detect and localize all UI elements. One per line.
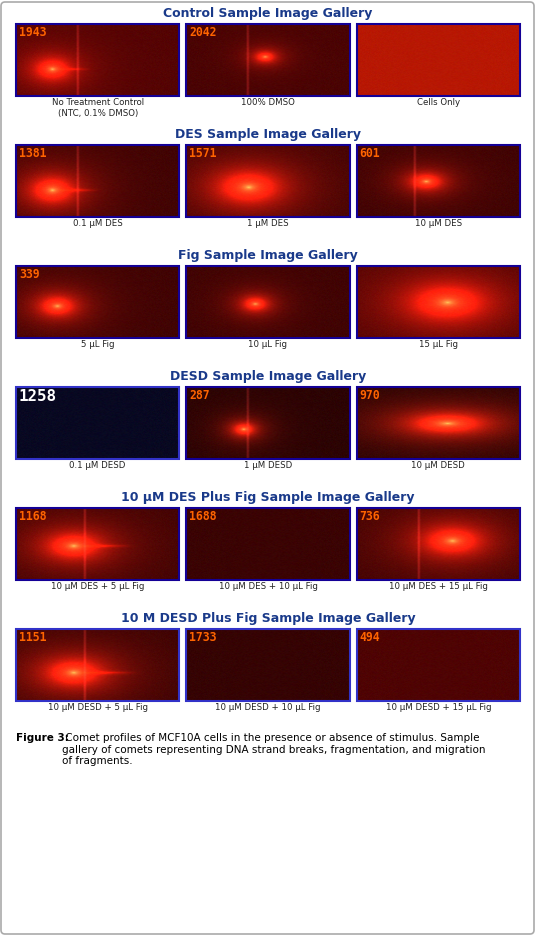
Text: 10 μM DES + 15 μL Fig: 10 μM DES + 15 μL Fig — [389, 582, 488, 591]
Text: 1381: 1381 — [19, 147, 47, 160]
Text: Figure 3:: Figure 3: — [16, 733, 69, 743]
Bar — [356, 387, 520, 459]
Text: 10 μM DESD + 15 μL Fig: 10 μM DESD + 15 μL Fig — [385, 703, 491, 712]
Bar — [16, 145, 180, 217]
Text: Cells Only: Cells Only — [417, 98, 460, 107]
Text: 1571: 1571 — [189, 147, 217, 160]
Text: 10 μM DES Plus Fig Sample Image Gallery: 10 μM DES Plus Fig Sample Image Gallery — [121, 491, 415, 504]
Text: 1733: 1733 — [189, 631, 217, 644]
Text: 5 μL Fig: 5 μL Fig — [81, 340, 114, 349]
Text: Fig Sample Image Gallery: Fig Sample Image Gallery — [178, 249, 358, 262]
Text: 10 M DESD Plus Fig Sample Image Gallery: 10 M DESD Plus Fig Sample Image Gallery — [121, 612, 415, 625]
Bar — [187, 387, 349, 459]
Text: 0.1 μM DES: 0.1 μM DES — [73, 219, 123, 228]
Bar — [356, 145, 520, 217]
Bar — [187, 266, 349, 338]
Text: 10 μM DESD: 10 μM DESD — [412, 461, 465, 470]
Text: DES Sample Image Gallery: DES Sample Image Gallery — [175, 128, 361, 141]
Text: No Treatment Control
(NTC, 0.1% DMSO): No Treatment Control (NTC, 0.1% DMSO) — [51, 98, 144, 118]
Bar — [187, 145, 349, 217]
Text: 1688: 1688 — [189, 510, 217, 523]
Text: DESD Sample Image Gallery: DESD Sample Image Gallery — [170, 370, 366, 383]
Text: 1943: 1943 — [19, 26, 47, 39]
Bar — [16, 24, 180, 96]
Text: 1168: 1168 — [19, 510, 47, 523]
Text: Control Sample Image Gallery: Control Sample Image Gallery — [163, 7, 373, 20]
Text: 2042: 2042 — [189, 26, 217, 39]
Bar — [187, 629, 349, 701]
Bar — [16, 629, 180, 701]
Bar — [356, 508, 520, 580]
Text: 601: 601 — [360, 147, 380, 160]
Text: 10 μM DES: 10 μM DES — [415, 219, 462, 228]
Text: 10 μL Fig: 10 μL Fig — [249, 340, 287, 349]
Text: 287: 287 — [189, 389, 210, 402]
Text: 1 μM DESD: 1 μM DESD — [244, 461, 292, 470]
Bar — [16, 508, 180, 580]
Text: Comet profiles of MCF10A cells in the presence or absence of stimulus. Sample
ga: Comet profiles of MCF10A cells in the pr… — [62, 733, 486, 766]
Text: 1 μM DES: 1 μM DES — [247, 219, 289, 228]
Text: 736: 736 — [360, 510, 380, 523]
Text: 10 μM DESD + 10 μL Fig: 10 μM DESD + 10 μL Fig — [215, 703, 321, 712]
Bar — [16, 387, 180, 459]
Text: 1151: 1151 — [19, 631, 47, 644]
Text: 10 μM DESD + 5 μL Fig: 10 μM DESD + 5 μL Fig — [48, 703, 147, 712]
Text: 100% DMSO: 100% DMSO — [241, 98, 295, 107]
Bar — [356, 24, 520, 96]
Text: 10 μM DES + 10 μL Fig: 10 μM DES + 10 μL Fig — [219, 582, 317, 591]
Bar — [16, 266, 180, 338]
Bar — [187, 24, 349, 96]
Text: 1258: 1258 — [19, 389, 57, 404]
Bar — [356, 629, 520, 701]
Text: 15 μL Fig: 15 μL Fig — [419, 340, 458, 349]
Text: 494: 494 — [360, 631, 380, 644]
Bar — [187, 508, 349, 580]
Text: 10 μM DES + 5 μL Fig: 10 μM DES + 5 μL Fig — [51, 582, 144, 591]
Text: 339: 339 — [19, 268, 40, 281]
Bar — [356, 266, 520, 338]
Text: 0.1 μM DESD: 0.1 μM DESD — [70, 461, 126, 470]
Text: 970: 970 — [360, 389, 380, 402]
